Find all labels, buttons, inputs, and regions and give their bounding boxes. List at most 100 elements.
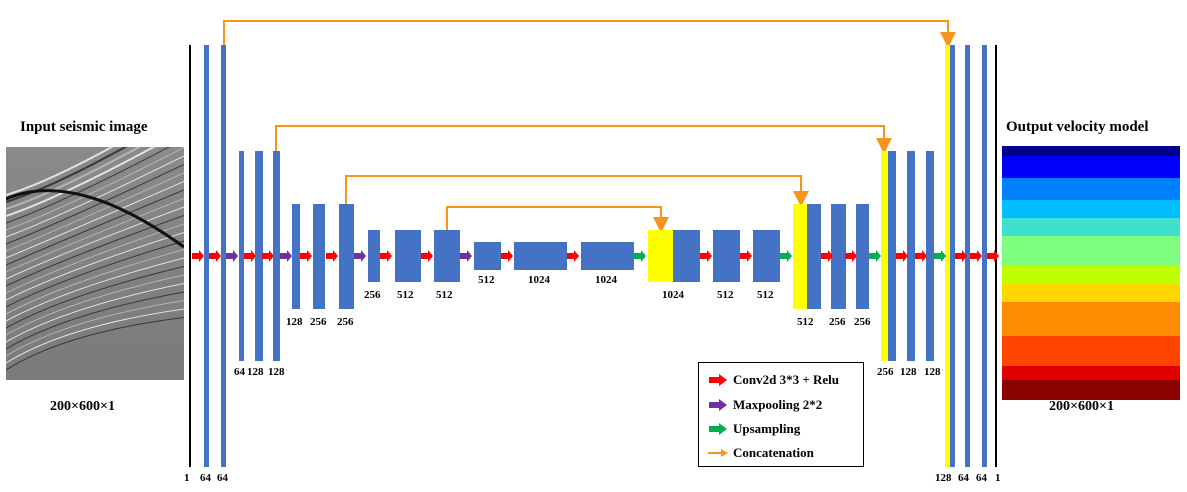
output-dims: 200×600×1: [1049, 399, 1114, 414]
conv-arrow-icon-18: [821, 250, 833, 262]
ch-enc4-2: 512: [436, 289, 453, 301]
feature-block-12: [514, 242, 567, 270]
ch-dec3-2: 256: [854, 316, 871, 328]
seismic-reflection-8: [6, 172, 184, 252]
input-dims: 200×600×1: [50, 399, 115, 414]
seismic-reflection-13: [6, 215, 184, 287]
ch-enc2-0: 64: [234, 366, 245, 378]
ch-enc2-1: 128: [247, 366, 264, 378]
purple-arrow-icon: [709, 399, 727, 411]
velocity-band-9: [1002, 336, 1180, 366]
conv-arrow-icon-19: [845, 250, 857, 262]
conv-arrow-icon-7: [326, 250, 338, 262]
skip-connection-2: [345, 175, 809, 207]
seismic-reflection-1: [6, 147, 128, 203]
concat-block-3: [648, 230, 673, 282]
conv-arrow-icon-10: [421, 250, 433, 262]
velocity-band-11: [1002, 380, 1180, 400]
legend-up-label: Upsampling: [733, 421, 801, 436]
feature-block-20: [888, 151, 896, 361]
input-seismic-image: [6, 147, 184, 380]
feature-block-0: [204, 45, 209, 467]
ch-dec3-1: 256: [829, 316, 846, 328]
skip-connection-0: [223, 20, 956, 48]
velocity-band-0: [1002, 146, 1180, 156]
legend-pool: Maxpooling 2*2: [707, 396, 822, 414]
feature-block-3: [255, 151, 263, 361]
pool-arrow-icon-11: [460, 250, 472, 262]
upsample-arrow-icon-14: [634, 250, 646, 262]
feature-block-9: [395, 230, 421, 282]
feature-block-6: [313, 204, 325, 309]
feature-block-18: [831, 204, 846, 309]
conv-arrow-icon-24: [955, 250, 967, 262]
feature-block-14: [673, 230, 700, 282]
conv-arrow-icon-25: [970, 250, 982, 262]
seismic-reflection-21: [6, 283, 184, 343]
conv-arrow-icon-1: [209, 250, 221, 262]
seismic-reflection-16: [6, 240, 184, 308]
conv-arrow-icon-15: [700, 250, 712, 262]
seismic-reflection-12: [6, 206, 184, 280]
concat-block-0: [945, 45, 950, 467]
ch-dec1-2: 64: [976, 472, 987, 484]
conv-arrow-icon-16: [740, 250, 752, 262]
feature-block-1: [221, 45, 226, 467]
seismic-reflection-0: [6, 147, 114, 196]
seismic-reflection-3: [6, 147, 156, 217]
ch-dec1-1: 64: [958, 472, 969, 484]
feature-block-7: [339, 204, 354, 309]
input-boundary-line: [189, 45, 191, 467]
seismic-reflection-15: [6, 232, 184, 301]
feature-block-8: [368, 230, 380, 282]
ch-enc3-0: 128: [286, 316, 303, 328]
upsample-arrow-icon-20: [869, 250, 881, 262]
skip-connection-1: [275, 125, 892, 154]
ch-enc2-2: 128: [268, 366, 285, 378]
pool-arrow-icon-8: [354, 250, 366, 262]
ch-bott-1: 1024: [528, 274, 550, 286]
conv-arrow-icon-21: [896, 250, 908, 262]
upsample-arrow-icon-23: [934, 250, 946, 262]
seismic-reflection-23: [6, 300, 184, 357]
orange-line-arrow-icon: [708, 449, 728, 457]
seismic-reflection-18: [6, 257, 184, 322]
feature-block-21: [907, 151, 915, 361]
feature-block-11: [474, 242, 501, 270]
seismic-reflection-14: [6, 223, 184, 294]
ch-enc4-1: 512: [397, 289, 414, 301]
pool-arrow-icon-2: [226, 250, 238, 262]
velocity-band-3: [1002, 200, 1180, 218]
legend-conv-label: Conv2d 3*3 + Relu: [733, 372, 840, 387]
velocity-band-7: [1002, 284, 1180, 302]
feature-block-2: [239, 151, 244, 361]
ch-dec3-0: 512: [797, 316, 814, 328]
green-arrow-icon: [709, 423, 727, 435]
skip-connection-3: [446, 206, 669, 233]
conv-arrow-icon-12: [501, 250, 513, 262]
seismic-reflection-19: [6, 266, 184, 329]
legend-concat: Concatenation: [707, 444, 814, 462]
ch-enc1-2: 64: [217, 472, 228, 484]
feature-block-19: [856, 204, 869, 309]
feature-block-23: [950, 45, 955, 467]
seismic-reflection-25: [6, 317, 184, 371]
seismic-reflection-11: [6, 198, 184, 273]
ch-dec1-0: 128: [935, 472, 952, 484]
seismic-reflection-9: [6, 181, 184, 259]
seismic-reflection-7: [6, 164, 184, 245]
ch-dec4-2: 512: [757, 289, 774, 301]
feature-block-4: [273, 151, 280, 361]
output-velocity-model: [1002, 146, 1180, 400]
feature-block-22: [926, 151, 934, 361]
legend-concat-label: Concatenation: [733, 445, 814, 460]
ch-dec4-1: 512: [717, 289, 734, 301]
seismic-reflection-22: [6, 291, 184, 350]
velocity-band-1: [1002, 156, 1180, 178]
conv-arrow-icon-6: [300, 250, 312, 262]
ch-dec2-0: 256: [877, 366, 894, 378]
input-title: Input seismic image: [20, 119, 148, 135]
feature-block-17: [807, 204, 821, 309]
ch-enc3-2: 256: [337, 316, 354, 328]
